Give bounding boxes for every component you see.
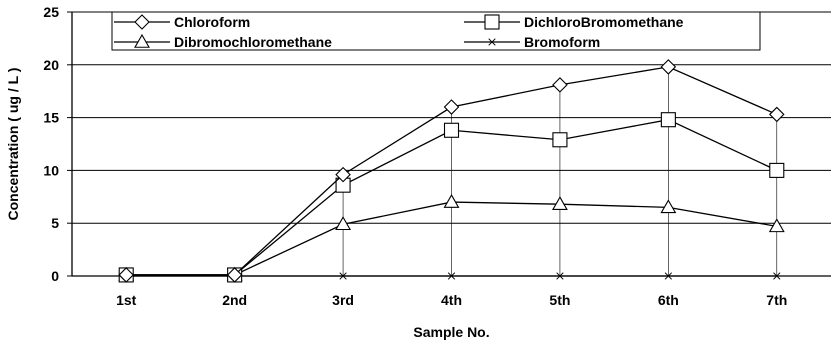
diamond-marker [769, 106, 785, 123]
triangle-marker [768, 218, 785, 233]
drop-lines [342, 66, 778, 276]
x-tick-label: 4th [441, 292, 462, 308]
y-tick-label: 20 [43, 57, 59, 73]
y-tick-label: 0 [51, 268, 59, 284]
x-marker [773, 272, 781, 280]
square-marker [484, 14, 500, 30]
x-tick-label: 2nd [222, 292, 247, 308]
x-marker [664, 272, 673, 280]
x-marker [447, 272, 456, 280]
y-axis-label: Concentration ( ug / L ) [5, 68, 21, 221]
triangle-marker [660, 199, 677, 214]
legend-label: DichloroBromomethane [524, 14, 684, 30]
square-marker [660, 112, 676, 128]
y-tick-labels: 0 5 10 15 20 25 [43, 4, 59, 284]
x-tick-label: 6th [658, 292, 679, 308]
legend-item: Chloroform [114, 14, 250, 30]
legend-item: Dibromochloromethane [114, 33, 332, 50]
square-marker [443, 122, 460, 138]
x-tick-label: 5th [549, 292, 570, 308]
square-marker [769, 162, 785, 178]
legend-label: Chloroform [174, 14, 250, 30]
x-marker [488, 38, 496, 46]
x-axis-label: Sample No. [413, 324, 489, 340]
x-marker [556, 272, 564, 280]
x-marker-stroke [339, 272, 347, 280]
x-marker [339, 272, 347, 280]
x-marker-stroke [488, 38, 496, 46]
grid-layer [67, 11, 831, 277]
legend-label: Bromoform [524, 34, 600, 50]
diamond-marker [118, 267, 134, 283]
y-tick-label: 25 [43, 4, 59, 20]
legend-item: Bromoform [464, 34, 600, 50]
legend-label: Dibromochloromethane [174, 34, 332, 50]
y-tick-label: 5 [51, 215, 59, 231]
legend-box [111, 11, 761, 51]
diamond-marker [660, 59, 677, 75]
x-marker-stroke [447, 272, 456, 280]
x-tick-label: 3rd [332, 292, 354, 308]
square-marker [552, 132, 568, 148]
series-chloroform [118, 59, 785, 283]
diamond-marker [134, 14, 150, 30]
diamond-marker [226, 267, 243, 283]
diamond-marker [335, 166, 351, 183]
y-tick-label: 15 [43, 110, 59, 126]
triangle-marker [335, 216, 352, 231]
triangle-marker [551, 196, 568, 210]
diamond-marker [552, 77, 568, 93]
x-marker-stroke [773, 272, 781, 280]
diamond-marker [443, 99, 460, 115]
x-tick-label: 7th [766, 292, 787, 308]
triangle-marker [134, 33, 150, 48]
triangle-marker [443, 193, 460, 208]
series-layer [118, 59, 785, 283]
legend-item: DichloroBromomethane [464, 14, 684, 30]
x-tick-label: 1st [116, 292, 137, 308]
legend: Chloroform DichloroBromomethane Dibromochl… [111, 11, 761, 51]
x-marker-stroke [556, 272, 564, 280]
x-marker-stroke [664, 272, 673, 280]
y-tick-label: 10 [43, 162, 59, 178]
x-tick-labels: 1st 2nd 3rd 4th 5th 6th 7th [116, 292, 787, 308]
